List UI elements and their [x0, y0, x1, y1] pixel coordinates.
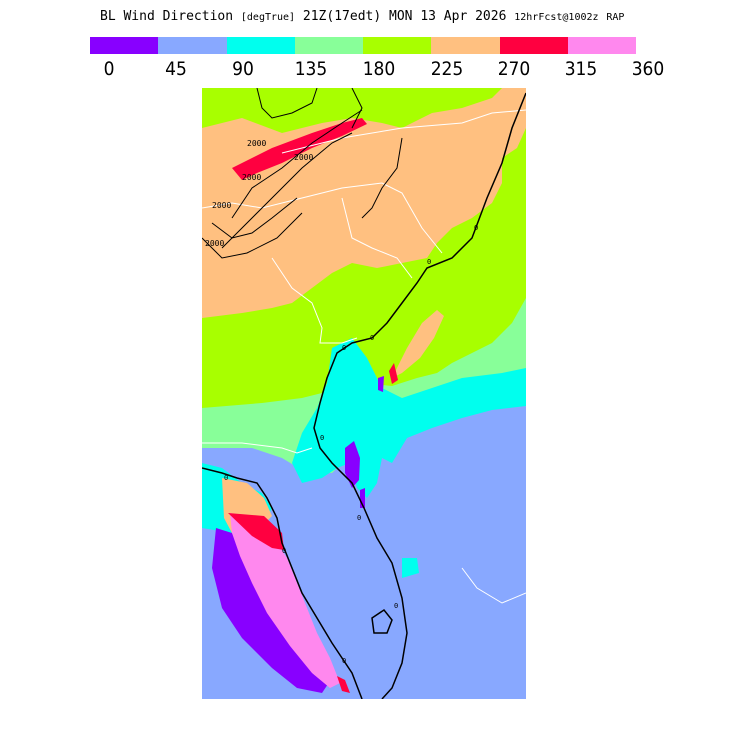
wind-direction-map: 2000 2000 2000 2000 2000 0 0 0 0 0 0 0 0…: [202, 88, 526, 699]
chart-title: BL Wind Direction [degTrue] 21Z(17edt) M…: [100, 9, 624, 24]
region-0-45-dot-b: [345, 441, 360, 488]
region-225-270-tongue: [392, 310, 444, 378]
legend-swatch-0-45: [90, 37, 159, 54]
contour-label-2000-e: 2000: [242, 173, 261, 182]
legend-tick-135: 135: [294, 58, 328, 80]
color-legend-bar: [90, 37, 636, 54]
coast-label-c: 0: [370, 334, 374, 342]
legend-swatch-315-360: [567, 37, 636, 54]
legend-tick-45: 45: [165, 58, 187, 80]
coast-label-a: 0: [474, 224, 478, 232]
terrain-contours: [202, 88, 403, 259]
legend-tick-180: 180: [362, 58, 396, 80]
legend-tick-360: 360: [631, 58, 665, 80]
contour-label-2000-b: 2000: [205, 239, 224, 248]
title-valid-time: 21Z(17edt): [302, 9, 382, 24]
coastline-contour: [202, 92, 526, 699]
coast-label-h: 0: [282, 547, 286, 555]
region-90-135-south: [402, 558, 419, 578]
legend-tick-90: 90: [232, 58, 254, 80]
coast-label-e: 0: [320, 434, 324, 442]
coast-label-b: 0: [427, 258, 431, 266]
region-270-315-dot: [389, 363, 398, 384]
legend-tick-225: 225: [430, 58, 464, 80]
title-forecast: 12hrFcst@1002z: [514, 12, 599, 23]
coast-label-d: 0: [342, 344, 346, 352]
coast-label-i: 0: [224, 474, 228, 482]
contour-label-2000-a: 2000: [247, 139, 266, 148]
legend-tick-270: 270: [497, 58, 531, 80]
state-boundaries: [202, 109, 526, 604]
contour-label-2000-c: 2000: [294, 153, 313, 162]
coast-label-f: 0: [357, 514, 361, 522]
legend-swatch-135-180: [294, 37, 363, 54]
title-units: [degTrue]: [240, 12, 296, 23]
legend-swatch-45-90: [158, 37, 227, 54]
legend-tick-0: 0: [103, 58, 115, 80]
legend-swatch-180-225: [363, 37, 432, 54]
contour-label-2000-d: 2000: [212, 201, 231, 210]
legend-swatch-90-135: [226, 37, 295, 54]
title-model: RAP: [606, 12, 625, 23]
region-270-315-tip: [337, 676, 350, 693]
region-0-45-dot-a: [378, 376, 384, 392]
legend-swatch-270-315: [499, 37, 568, 54]
coast-label-j: 0: [342, 657, 346, 665]
coast-label-g: 0: [394, 602, 398, 610]
title-date: MON 13 Apr 2026: [389, 9, 507, 24]
legend-tick-315: 315: [564, 58, 598, 80]
region-315-360-west-fl: [230, 513, 340, 688]
legend-swatch-225-270: [431, 37, 500, 54]
title-field: BL Wind Direction: [100, 9, 234, 24]
region-270-315-west-fl: [228, 513, 284, 550]
